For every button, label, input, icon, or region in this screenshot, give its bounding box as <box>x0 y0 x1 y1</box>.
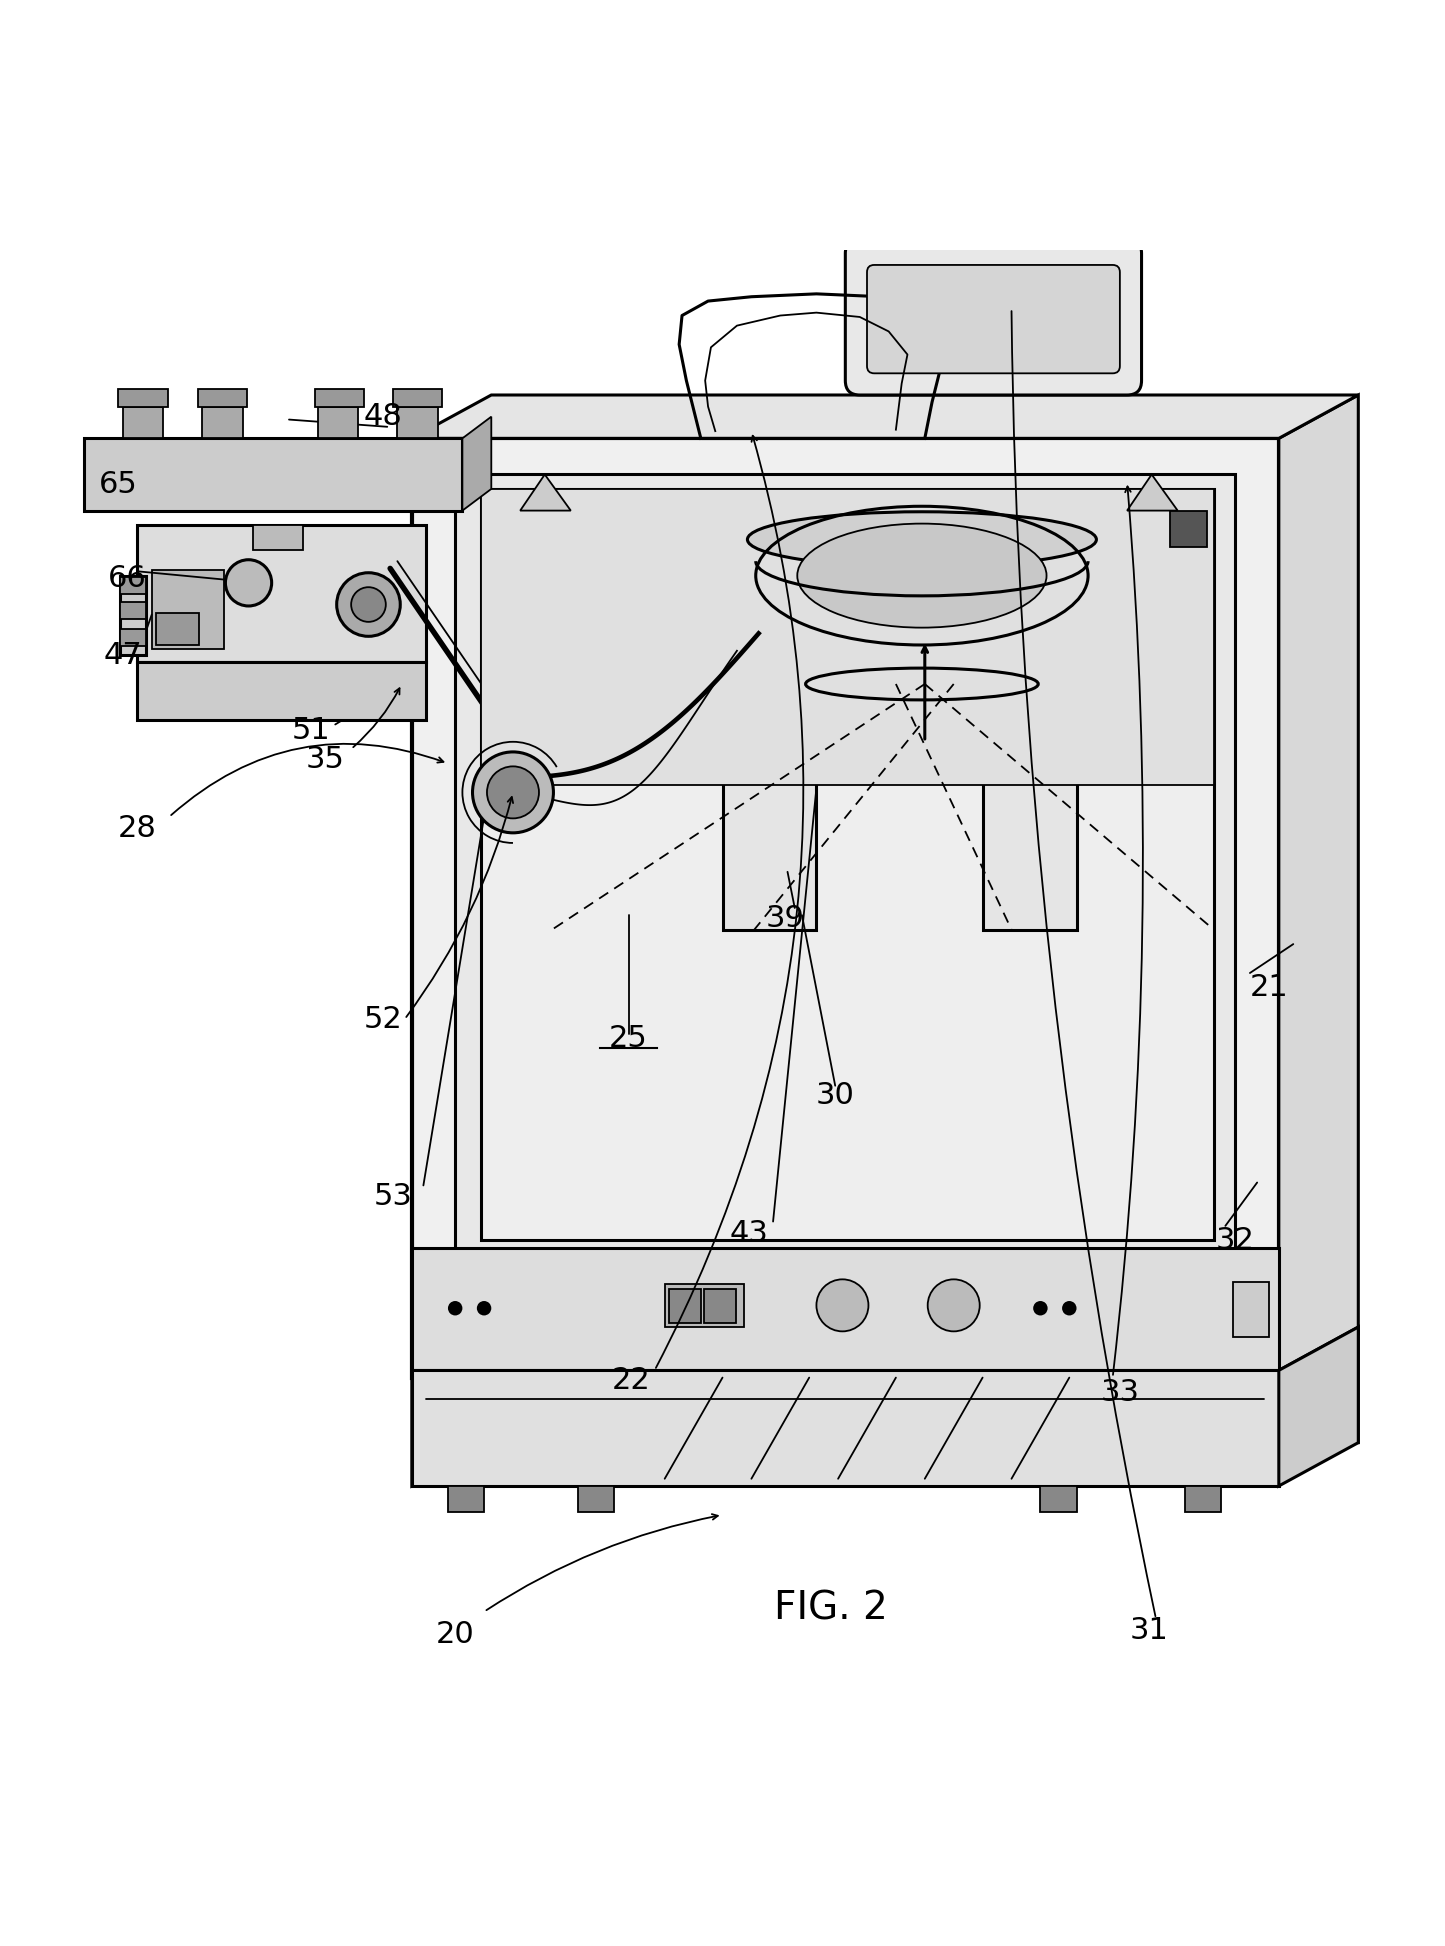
Bar <box>1170 510 1207 547</box>
Bar <box>315 389 364 407</box>
Bar <box>118 389 168 407</box>
FancyBboxPatch shape <box>867 265 1120 374</box>
Text: 28: 28 <box>118 813 156 843</box>
Bar <box>1233 1282 1269 1337</box>
Text: 21: 21 <box>1250 973 1287 1002</box>
Bar <box>318 407 358 438</box>
Circle shape <box>473 751 553 833</box>
Bar <box>448 1487 484 1512</box>
Bar <box>669 1290 701 1323</box>
Polygon shape <box>412 438 1279 1378</box>
Polygon shape <box>481 488 1214 784</box>
Bar <box>120 576 146 656</box>
Bar <box>152 570 224 650</box>
Bar <box>1185 1487 1221 1512</box>
Text: 39: 39 <box>766 903 803 932</box>
Bar <box>896 539 1011 634</box>
Polygon shape <box>520 475 571 510</box>
Bar <box>253 525 303 549</box>
Circle shape <box>477 1302 491 1315</box>
Circle shape <box>816 1279 868 1331</box>
Text: 33: 33 <box>1101 1378 1139 1407</box>
Text: 30: 30 <box>816 1082 854 1111</box>
Circle shape <box>337 572 400 636</box>
Text: 47: 47 <box>104 640 142 669</box>
Text: 66: 66 <box>108 564 146 594</box>
Bar <box>198 389 247 407</box>
Text: 51: 51 <box>292 716 329 745</box>
Text: 53: 53 <box>374 1183 412 1212</box>
Bar <box>722 706 816 930</box>
Circle shape <box>1062 1302 1077 1315</box>
Circle shape <box>225 560 272 605</box>
Text: 52: 52 <box>364 1004 402 1033</box>
Polygon shape <box>412 395 1358 438</box>
Polygon shape <box>462 416 491 510</box>
Bar <box>578 1487 614 1512</box>
Bar <box>397 407 438 438</box>
Text: 20: 20 <box>436 1621 474 1650</box>
FancyBboxPatch shape <box>845 239 1142 395</box>
Bar <box>983 706 1077 930</box>
Bar <box>412 1247 1279 1370</box>
Bar <box>123 407 163 438</box>
Bar <box>120 578 146 594</box>
Text: 31: 31 <box>1130 1615 1168 1644</box>
Polygon shape <box>1127 475 1178 510</box>
Text: 22: 22 <box>613 1366 650 1395</box>
Bar <box>120 629 146 646</box>
Circle shape <box>928 1279 980 1331</box>
Bar <box>137 662 426 720</box>
Polygon shape <box>455 475 1235 1255</box>
Circle shape <box>1033 1302 1048 1315</box>
Text: FIG. 2: FIG. 2 <box>775 1590 887 1627</box>
Text: 48: 48 <box>364 403 402 432</box>
Bar <box>665 1284 744 1327</box>
Bar <box>393 389 442 407</box>
Circle shape <box>448 1302 462 1315</box>
Bar <box>412 1370 1279 1487</box>
Text: 25: 25 <box>610 1024 647 1053</box>
Polygon shape <box>1279 395 1358 1378</box>
Text: 43: 43 <box>730 1218 767 1247</box>
Bar <box>137 525 426 662</box>
Text: 32: 32 <box>1217 1226 1254 1255</box>
Text: 35: 35 <box>306 745 344 775</box>
Bar <box>120 601 146 619</box>
Polygon shape <box>1279 1327 1358 1487</box>
Bar <box>1040 1487 1077 1512</box>
Ellipse shape <box>798 523 1046 629</box>
Polygon shape <box>481 488 1214 1240</box>
Bar <box>156 613 199 644</box>
Text: 65: 65 <box>100 471 137 498</box>
Ellipse shape <box>747 512 1097 566</box>
Circle shape <box>351 588 386 623</box>
Bar <box>704 1290 736 1323</box>
Circle shape <box>487 767 539 819</box>
Polygon shape <box>412 1327 1358 1487</box>
Bar <box>84 438 462 510</box>
Bar <box>202 407 243 438</box>
